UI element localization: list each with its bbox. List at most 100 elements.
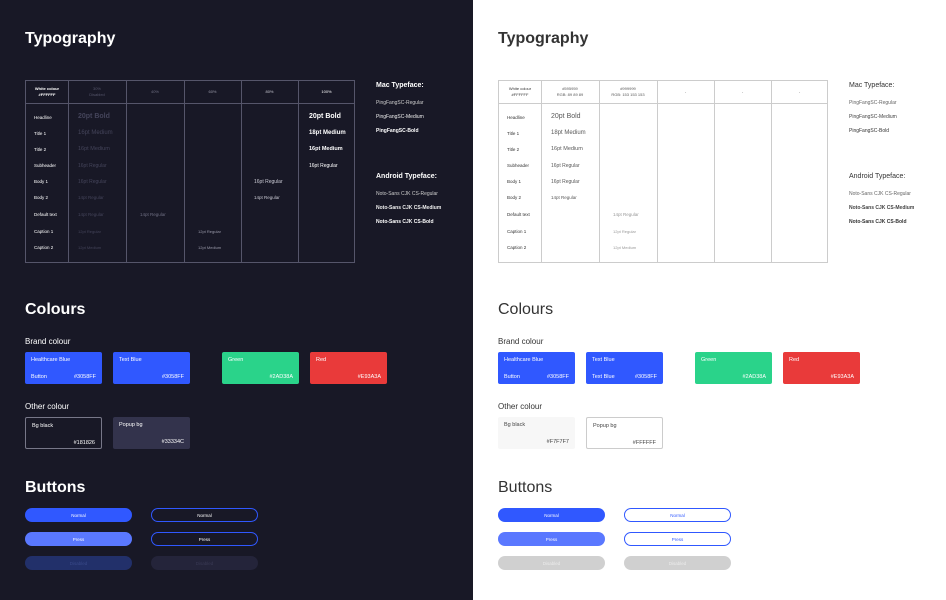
table-column-empty: [714, 81, 771, 262]
table-header-30: 30% Disabled: [68, 81, 126, 103]
outline-button-normal[interactable]: Normal: [624, 508, 731, 522]
typeface-item: Noto-Sans CJK CS-Medium: [849, 205, 915, 211]
table-column-999999: [599, 81, 657, 262]
swatch-bg-black: Bg black #181826: [25, 417, 102, 449]
row-label-caption1: Caption 1: [34, 229, 54, 234]
colours-heading: Colours: [498, 301, 554, 318]
header-line1: White colour: [34, 86, 60, 91]
sample-text: 16pt Medium: [78, 130, 113, 136]
header-line1: 30%: [92, 86, 101, 91]
header-line2: RGB: 153 153 153: [611, 92, 645, 97]
sample-text: 16pt Medium: [309, 146, 343, 152]
sample-text: 14pt Regular: [613, 212, 639, 217]
header-line2: #FFFFFF: [511, 92, 529, 97]
row-label-subheader: Subheader: [507, 163, 530, 168]
table-header-999999: #999999 RGB: 153 153 153: [599, 81, 657, 103]
outline-button-normal[interactable]: Normal: [151, 508, 258, 522]
table-column-40: [126, 81, 184, 262]
primary-button-disabled: Disabled: [25, 556, 132, 570]
swatch-name: Text Blue: [119, 357, 142, 363]
swatch-hex: #3058FF: [546, 374, 569, 380]
swatch-name: Bg black: [504, 422, 526, 428]
brand-colour-label: Brand colour: [25, 337, 71, 346]
swatch-hex: #2AD38A: [742, 374, 766, 380]
table-header-dash: -: [771, 81, 828, 103]
swatch-popup-bg: Popup bg #33334C: [113, 417, 190, 449]
sample-text: 14pt Regular: [78, 212, 104, 217]
sample-text: 20pt Bold: [309, 113, 341, 120]
table-header-80: 80%: [241, 81, 298, 103]
primary-button-press[interactable]: Press: [498, 532, 605, 546]
table-header-white: White colour #FFFFFF: [499, 81, 541, 103]
outline-button-disabled: Disabled: [624, 556, 731, 570]
swatch-hex: #2AD38A: [269, 374, 293, 380]
swatch-hex: #3058FF: [634, 374, 657, 380]
row-label-default-text: Default text: [34, 212, 57, 217]
typeface-item: PingFangSC-Bold: [376, 128, 419, 134]
sample-text: 16pt Regular: [78, 163, 107, 169]
sample-text: 16pt Regular: [551, 163, 580, 169]
header-line2: RGB: 89 89 89: [556, 92, 584, 97]
mac-typeface-title: Mac Typeface:: [376, 82, 424, 89]
brand-colour-label: Brand colour: [498, 337, 544, 346]
table-header-60: 60%: [184, 81, 241, 103]
android-typeface-title: Android Typeface:: [376, 173, 437, 180]
android-typeface-title: Android Typeface:: [849, 173, 906, 180]
table-header-595959: #595959 RGB: 89 89 89: [541, 81, 599, 103]
header-line2: Disabled: [89, 92, 105, 97]
sample-text: 16pt Regular: [254, 179, 283, 185]
row-label-title2: Title 2: [507, 147, 520, 152]
header-line1: 80%: [265, 89, 274, 94]
table-header-divider: [499, 103, 827, 104]
sample-text: 14pt Regular: [254, 195, 280, 200]
typeface-item: PingFangSC-Medium: [849, 114, 897, 120]
header-line1: -: [798, 89, 801, 94]
typeface-item: PingFangSC-Regular: [376, 100, 424, 106]
other-colour-label: Other colour: [498, 402, 543, 411]
row-label-headline: Headline: [34, 115, 52, 120]
sample-text: 20pt Bold: [551, 113, 581, 120]
header-line1: White colour: [508, 86, 532, 91]
typography-heading: Typography: [25, 30, 116, 47]
typeface-item: PingFangSC-Regular: [849, 100, 897, 106]
swatch-name: Popup bg: [593, 423, 617, 429]
header-line1: 60%: [208, 89, 217, 94]
primary-button-normal[interactable]: Normal: [25, 508, 132, 522]
outline-button-disabled: Disabled: [151, 556, 258, 570]
buttons-heading: Buttons: [25, 479, 86, 496]
row-label-title2: Title 2: [34, 147, 47, 152]
sample-text: 16pt Medium: [78, 146, 110, 152]
typeface-item: Noto-Sans CJK CS-Medium: [376, 205, 442, 211]
other-colour-label: Other colour: [25, 402, 70, 411]
swatch-name: Text Blue: [592, 357, 615, 363]
swatch-subname: Text Blue: [592, 374, 615, 380]
sample-text: 12pt Medium: [78, 245, 102, 250]
header-line1: -: [684, 89, 687, 94]
swatch-hex: #E93A3A: [830, 374, 854, 380]
header-line1: 100%: [321, 89, 332, 94]
row-label-title1: Title 1: [507, 131, 520, 136]
swatch-text-blue: Text Blue #3058FF: [113, 352, 190, 384]
primary-button-press[interactable]: Press: [25, 532, 132, 546]
swatch-name: Red: [316, 357, 327, 363]
primary-button-normal[interactable]: Normal: [498, 508, 605, 522]
row-label-caption2: Caption 2: [34, 245, 54, 250]
sample-text: 12pt Regular: [78, 229, 101, 234]
sample-text: 14pt Regular: [140, 212, 166, 217]
header-line1: #999999: [620, 86, 636, 91]
swatch-name: Healthcare Blue: [31, 357, 71, 363]
table-column-60: [184, 81, 241, 262]
swatch-subname: Button: [31, 374, 47, 380]
outline-button-press[interactable]: Press: [624, 532, 731, 546]
swatch-green: Green #2AD38A: [695, 352, 772, 384]
swatch-hex: #181826: [73, 440, 95, 446]
swatch-healthcare-blue: Healthcare Blue Button #3058FF: [25, 352, 102, 384]
sample-text: 12pt Regular: [198, 229, 221, 234]
typeface-item: Noto-Sans CJK CS-Bold: [376, 219, 434, 225]
outline-button-press[interactable]: Press: [151, 532, 258, 546]
table-column-100: [298, 81, 355, 262]
sample-text: 14pt Regular: [551, 195, 577, 200]
typeface-item: PingFangSC-Medium: [376, 114, 424, 120]
table-header-dash: -: [714, 81, 771, 103]
row-label-body1: Body 1: [507, 179, 522, 184]
